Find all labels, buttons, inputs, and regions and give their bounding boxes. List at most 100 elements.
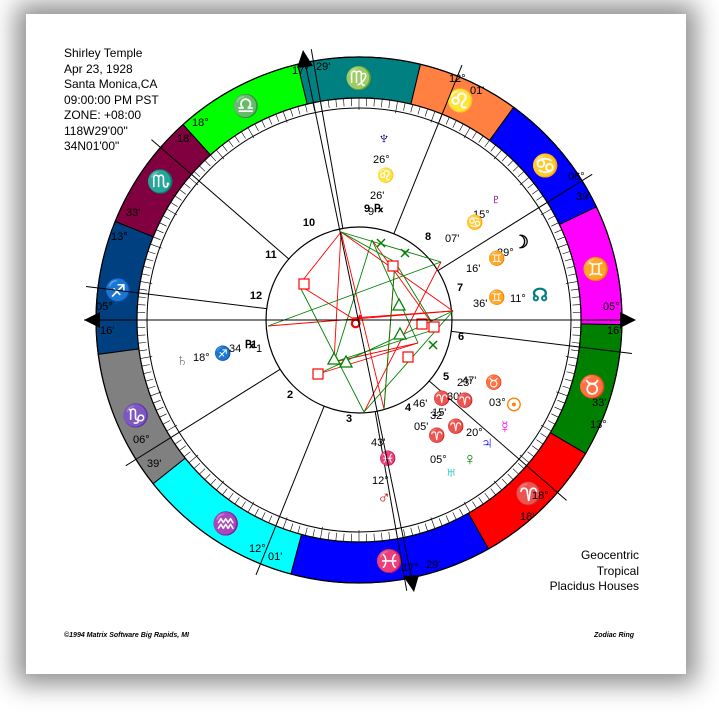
degree-tick — [170, 202, 178, 207]
planet-node-sign-icon: ♊ — [488, 289, 505, 306]
square-aspect-icon — [428, 321, 440, 333]
degree-tick — [305, 104, 308, 113]
degree-tick — [305, 527, 308, 536]
cusp-degree: 13° — [590, 419, 607, 431]
degree-tick — [312, 529, 315, 538]
sign-glyph-taurus: ♉ — [579, 374, 606, 399]
degree-tick — [564, 378, 573, 382]
imum-coeli-arrow-icon — [403, 575, 419, 592]
degree-tick — [417, 106, 421, 115]
square-aspect-icon — [387, 260, 399, 272]
planet-neptune-degree: 26° — [373, 154, 390, 166]
house-cusp-line — [437, 173, 593, 272]
degree-tick — [138, 296, 147, 298]
degree-tick — [551, 413, 559, 418]
trine-aspect-icon — [326, 351, 342, 365]
degree-tick — [490, 144, 496, 152]
planet-venus-icon: ♀ — [463, 449, 477, 469]
degree-tick — [297, 525, 301, 534]
degree-tick — [388, 100, 391, 109]
meridian-axis-line — [304, 61, 413, 581]
planet-moon-sign-icon: ♊ — [488, 250, 505, 267]
copyright-note: ©1994 Matrix Software Big Rapids, MI — [64, 632, 189, 639]
planet-jupiter-sign-icon: ♈ — [433, 390, 450, 407]
degree-tick — [540, 433, 548, 438]
house-cusp-line — [310, 49, 344, 229]
planet-saturn-extra: 1 — [256, 343, 262, 355]
cusp-minute: 18° — [532, 490, 549, 502]
planet-sun-group: ☉03° ♉ 23' — [457, 374, 522, 415]
degree-tick — [531, 445, 539, 451]
birth-time: 09:00:00 PM PST — [64, 92, 159, 107]
house-cusp-line — [255, 406, 325, 576]
house-cusp-line — [428, 380, 567, 501]
degree-tick — [547, 215, 556, 220]
planet-sun-minute: 23' — [457, 377, 471, 389]
birth-place: Santa Monica,CA — [64, 77, 158, 91]
sign-glyph-pisces: ♓ — [376, 549, 403, 574]
cusp-degree: 17° — [402, 562, 419, 574]
degree-tick — [147, 251, 156, 255]
degree-tick — [562, 251, 571, 255]
degree-tick — [410, 527, 413, 536]
degree-tick — [139, 288, 148, 291]
degree-tick — [438, 518, 443, 526]
sign-glyph-sagittarius: ♐ — [105, 277, 132, 302]
planet-moon-degree: 29° — [497, 247, 514, 259]
planet-mercury-icon: ☿ — [498, 417, 512, 437]
square-aspect-icon — [312, 368, 324, 380]
planet-saturn-group: ♄ 18° ♐34 ℞ 1 — [175, 339, 262, 370]
planet-node-minute: 36' — [473, 298, 487, 310]
degree-tick — [459, 123, 464, 132]
cusp-minute: 39' — [147, 458, 161, 470]
sign-glyph-scorpio: ♏ — [147, 169, 174, 194]
planet-venus-group: ♀30'♈47' — [447, 375, 477, 469]
planet-saturn-degree: 18° — [193, 352, 210, 364]
degree-tick — [222, 488, 228, 496]
degree-tick — [335, 532, 337, 541]
planet-node-degree: 11° — [510, 293, 526, 305]
degree-tick — [424, 523, 428, 532]
birth-data-block: Shirley Temple Apr 23, 1928 Santa Monica… — [64, 46, 159, 155]
cusp-minute: 16' — [100, 325, 114, 337]
degree-tick — [137, 334, 146, 336]
planet-jupiter-icon: ♃ — [480, 433, 494, 453]
degree-tick — [566, 371, 575, 374]
degree-tick — [490, 488, 496, 496]
house-cusp-line — [451, 330, 633, 355]
degree-tick — [159, 222, 167, 227]
degree-tick — [572, 334, 581, 336]
house-number-11: 11 — [265, 249, 277, 261]
degree-tick — [199, 468, 206, 475]
planet-pluto-sign-icon: ♋ — [466, 214, 483, 231]
degree-tick — [290, 108, 294, 117]
cusp-minute: 16' — [607, 325, 621, 337]
square-aspect-line — [317, 342, 419, 375]
planet-pluto-degree: 15° — [473, 209, 490, 221]
degree-tick — [210, 154, 217, 162]
house-cusp-line — [151, 139, 290, 260]
trine-aspect-line — [371, 239, 419, 344]
degree-tick — [512, 468, 519, 475]
degree-tick — [174, 195, 182, 201]
planet-neptune-group: ♆ 26°♌ 26'℞9 — [368, 128, 394, 218]
degree-tick — [562, 385, 571, 389]
degree-tick — [478, 497, 484, 505]
house-number-9: 9 — [364, 203, 370, 215]
planet-jupiter-group: ♃32'♈05' — [414, 390, 494, 453]
trine-aspect-icon — [391, 297, 407, 311]
degree-tick — [452, 512, 457, 520]
house-number-12: 12 — [250, 290, 262, 302]
degree-tick — [452, 120, 457, 128]
degree-tick — [424, 108, 428, 117]
ascendant-arrow-icon — [84, 312, 100, 328]
degree-tick — [531, 189, 539, 195]
cusp-degree: 05° — [603, 301, 620, 313]
planet-uranus-icon: ♅ — [444, 462, 458, 482]
degree-tick — [153, 399, 161, 404]
degree-tick — [343, 98, 345, 107]
planet-uranus-sign-icon: ♈ — [428, 427, 445, 444]
planet-node-icon: ☊ — [532, 285, 548, 305]
degree-tick — [147, 385, 156, 389]
